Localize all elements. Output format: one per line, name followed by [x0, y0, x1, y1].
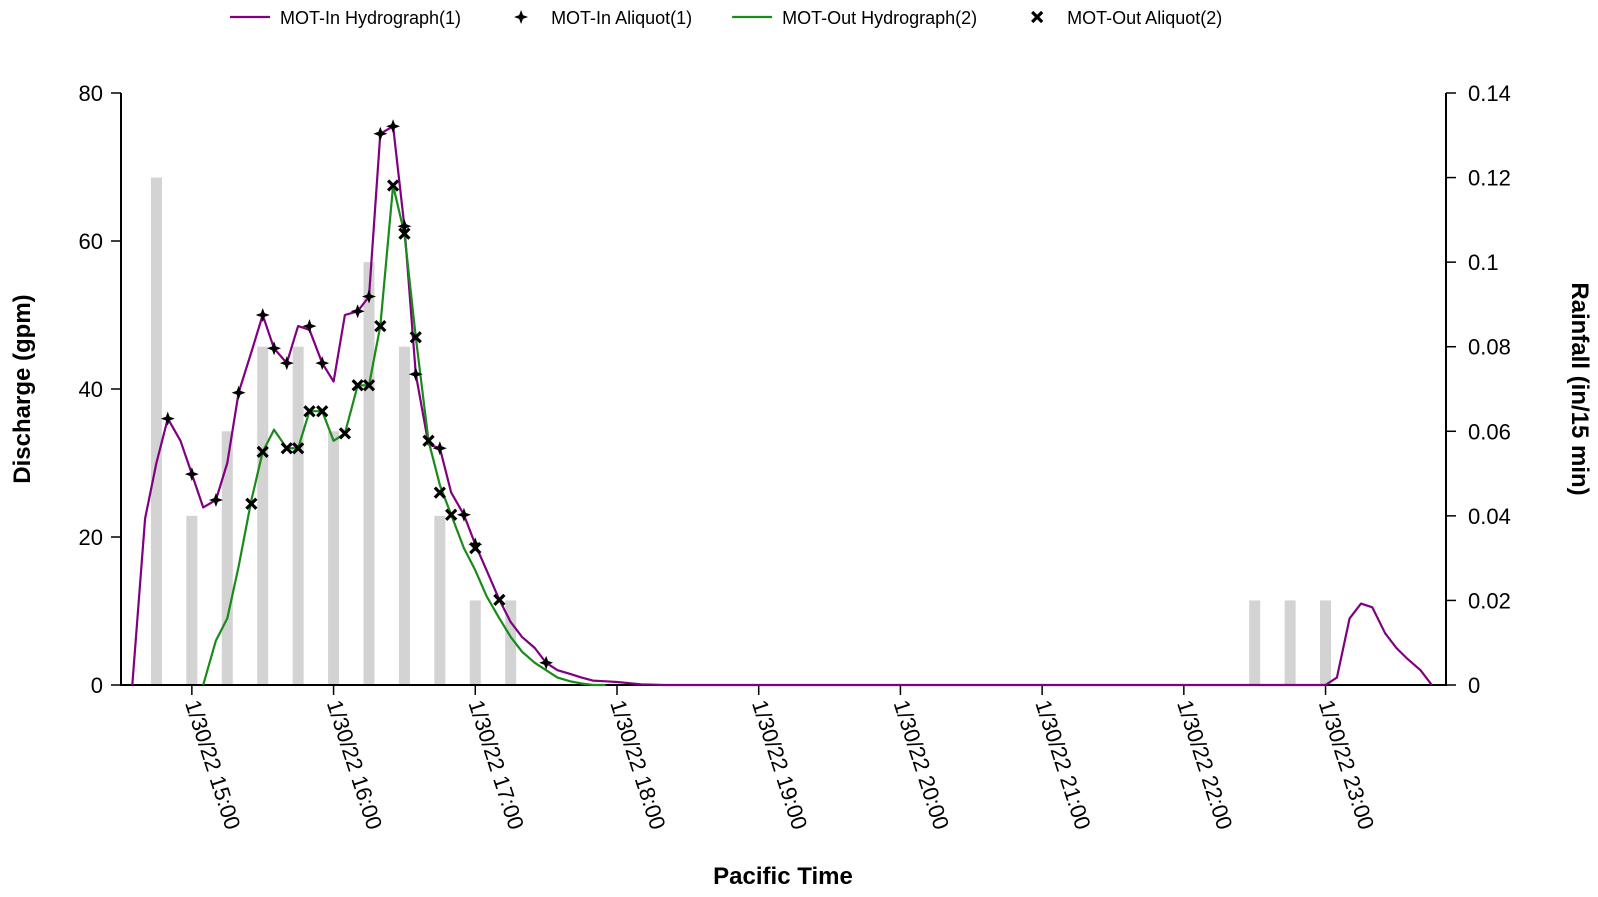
point-in-aliquot: [408, 367, 423, 382]
point-in-aliquot: [208, 493, 223, 507]
point-out-aliquot: [493, 593, 506, 607]
series-lines: [131, 125, 1433, 687]
y2-tick-label: 0.1: [1468, 250, 1499, 275]
y2-tick-label: 0.14: [1468, 81, 1511, 106]
y2-tick-label: 0.12: [1468, 166, 1511, 191]
point-in-aliquot: [456, 507, 471, 522]
axes: [120, 93, 1447, 686]
point-in-aliquot: [255, 308, 270, 322]
rainfall-bar: [1249, 600, 1261, 685]
legend-label: MOT-In Aliquot(1): [551, 8, 692, 28]
legend-item: MOT-Out Aliquot(2): [1031, 8, 1222, 28]
point-in-aliquot: [468, 537, 483, 552]
series-line-0: [131, 125, 1433, 687]
point-in-aliquot: [279, 356, 294, 371]
x-axis-title: Pacific Time: [713, 863, 853, 890]
legend-swatch: [1031, 10, 1044, 24]
rainfall-bar: [186, 515, 198, 685]
rainfall-bar: [221, 431, 233, 685]
point-out-aliquot: [409, 331, 422, 344]
point-in-aliquot: [315, 356, 330, 371]
point-out-aliquot: [256, 445, 269, 459]
legend-item: MOT-Out Hydrograph(2): [732, 8, 977, 28]
x-tick-label: 1/30/22 21:00: [1030, 697, 1095, 833]
point-in-aliquot: [539, 655, 554, 670]
point-out-aliquot: [245, 497, 258, 510]
y-axis-right-title: Rainfall (in/15 min): [1566, 282, 1593, 495]
point-out-aliquot: [398, 227, 411, 240]
x-tick-label: 1/30/22 15:00: [180, 697, 245, 833]
point-out-aliquot: [316, 405, 329, 418]
y2-tick-label: 0.04: [1468, 504, 1511, 529]
x-tick-label: 1/30/22 17:00: [464, 697, 529, 833]
x-tick-label: 1/30/22 19:00: [747, 697, 812, 833]
y2-tick-label: 0: [1468, 673, 1480, 698]
legend-item: MOT-In Aliquot(1): [514, 8, 692, 28]
rainfall-bar: [398, 346, 410, 685]
point-out-aliquot: [303, 405, 316, 418]
x-tick-label: 1/30/22 20:00: [889, 697, 954, 833]
rainfall-bar: [505, 600, 517, 685]
point-in-aliquot: [397, 219, 412, 234]
rainfall-bar: [1320, 600, 1332, 685]
y-tick-label: 40: [79, 377, 103, 402]
x-tick-label: 1/30/22 16:00: [322, 697, 387, 833]
rainfall-bars: [150, 177, 1332, 686]
legend-label: MOT-In Hydrograph(1): [280, 8, 461, 28]
point-in-aliquot: [184, 467, 199, 482]
y-tick-label: 20: [79, 525, 103, 550]
y-axis-left-title: Discharge (gpm): [9, 294, 36, 483]
y2-tick-label: 0.08: [1468, 335, 1511, 360]
legend: MOT-In Hydrograph(1) MOT-In Aliquot(1) MOT…: [230, 8, 1222, 28]
point-in-aliquot: [350, 304, 365, 319]
point-in-aliquot: [432, 441, 447, 456]
series-markers: [160, 119, 554, 670]
rainfall-bar: [292, 346, 304, 685]
point-in-aliquot: [231, 385, 246, 400]
y-tick-label: 80: [79, 81, 103, 106]
rainfall-bar: [434, 515, 446, 685]
rainfall-bar: [469, 600, 481, 685]
point-in-aliquot: [361, 289, 376, 304]
point-in-aliquot: [267, 341, 282, 356]
y-tick-label: 60: [79, 229, 103, 254]
point-in-aliquot: [373, 126, 388, 141]
point-out-aliquot: [280, 442, 293, 455]
point-out-aliquot: [469, 541, 482, 555]
legend-label: MOT-Out Aliquot(2): [1067, 8, 1222, 28]
rainfall-bar: [328, 431, 340, 685]
y2-tick-label: 0.02: [1468, 588, 1511, 613]
rainfall-bar: [363, 262, 375, 685]
legend-label: MOT-Out Hydrograph(2): [782, 8, 977, 28]
point-out-aliquot: [386, 179, 400, 192]
point-out-aliquot: [362, 379, 376, 392]
point-out-aliquot: [422, 434, 435, 447]
point-out-aliquot: [445, 508, 458, 521]
legend-swatch: [514, 10, 529, 24]
x-tick-label: 1/30/22 22:00: [1172, 697, 1237, 833]
point-out-aliquot: [374, 319, 387, 333]
point-out-aliquot: [433, 486, 446, 499]
rainfall-bar: [150, 177, 162, 686]
x-tick-label: 1/30/22 23:00: [1314, 697, 1379, 833]
point-out-aliquot: [338, 427, 352, 440]
y2-tick-label: 0.06: [1468, 419, 1511, 444]
point-out-aliquot: [292, 442, 305, 455]
rainfall-bar: [257, 346, 269, 685]
point-in-aliquot: [160, 411, 175, 426]
point-in-aliquot: [302, 319, 317, 334]
legend-item: MOT-In Hydrograph(1): [230, 8, 461, 28]
point-in-aliquot: [386, 119, 401, 134]
y-tick-label: 0: [91, 673, 103, 698]
point-out-aliquot: [351, 379, 364, 392]
x-tick-label: 1/30/22 18:00: [605, 697, 670, 833]
rainfall-bar: [1284, 600, 1296, 685]
